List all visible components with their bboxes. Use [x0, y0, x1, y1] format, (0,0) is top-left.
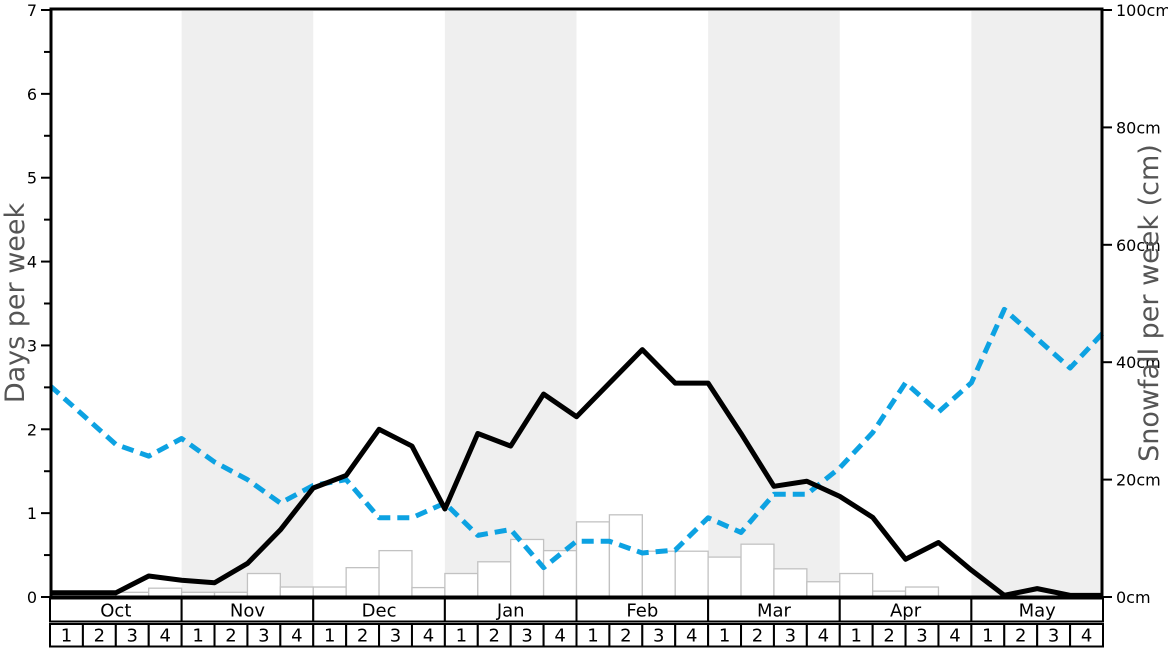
snowfall-bar	[773, 568, 808, 598]
week-label: 1	[61, 626, 72, 647]
shaded-band-may	[971, 11, 1103, 597]
week-label: 4	[423, 626, 434, 647]
week-label: 4	[291, 626, 302, 647]
snowfall-bar	[477, 561, 512, 598]
right-tick-label: 40cm	[1116, 353, 1161, 372]
month-label: May	[1019, 601, 1057, 622]
right-tick-label: 100cm	[1116, 1, 1168, 20]
left-tick-label: 1	[27, 504, 37, 523]
month-label: Nov	[230, 601, 265, 622]
week-label: 2	[94, 626, 105, 647]
snowfall-bar	[542, 549, 578, 598]
week-label: 3	[1048, 626, 1059, 647]
snowfall-bar	[641, 550, 676, 598]
snowfall-bar	[806, 581, 841, 598]
month-label: Dec	[362, 601, 397, 622]
snowfall-bar	[444, 572, 479, 598]
line-series-group	[48, 306, 1105, 598]
week-label: 1	[587, 626, 598, 647]
days-of-snow-line	[50, 347, 1103, 598]
left-axis-title: Days per week	[0, 202, 31, 403]
month-cell	[970, 597, 1104, 623]
week-label: 3	[916, 626, 927, 647]
snowfall-bar	[246, 572, 281, 598]
shaded-band-jan	[444, 11, 577, 597]
week-label: 3	[785, 626, 796, 647]
week-label: 4	[1081, 626, 1092, 647]
right-tick-label: 60cm	[1116, 236, 1161, 255]
snowfall-bar	[575, 521, 611, 598]
month-label: Oct	[100, 601, 131, 622]
right-tick-label: 20cm	[1116, 471, 1161, 490]
left-tick-label: 6	[27, 85, 37, 104]
week-label: 1	[324, 626, 335, 647]
week-label: 1	[192, 626, 203, 647]
week-label: 1	[850, 626, 861, 647]
week-label: 3	[653, 626, 664, 647]
left-tick-label: 0	[27, 588, 37, 607]
month-label: Jan	[496, 601, 525, 622]
month-label: Apr	[890, 601, 922, 622]
week-label: 2	[752, 626, 763, 647]
snowfall-bar	[839, 572, 874, 598]
snowfall-bar	[674, 550, 709, 598]
week-label: 3	[258, 626, 269, 647]
week-label: 2	[883, 626, 894, 647]
snowfall-bar	[707, 556, 742, 598]
week-cell	[1069, 623, 1104, 648]
month-label: Feb	[626, 601, 658, 622]
week-label: 3	[390, 626, 401, 647]
week-label: 2	[620, 626, 631, 647]
week-label: 1	[982, 626, 993, 647]
snowfall-bar	[608, 514, 643, 598]
left-tick-label: 2	[27, 420, 37, 439]
axis-ticks: 0 1 2 3 4 5 6 7 0cm 20cm 40cm 60cm 80cm 100cm	[27, 1, 1168, 607]
week-label: 1	[719, 626, 730, 647]
snowfall-dashed-line	[48, 306, 1105, 571]
right-tick-label: 80cm	[1116, 118, 1161, 137]
snowfall-bar	[345, 567, 380, 598]
week-label: 2	[1015, 626, 1026, 647]
left-tick-label: 5	[27, 169, 37, 188]
left-tick-label: 3	[27, 336, 37, 355]
week-label: 4	[686, 626, 697, 647]
week-label: 4	[949, 626, 960, 647]
month-shading-bands	[181, 11, 1103, 597]
week-label: 1	[456, 626, 467, 647]
week-label: 2	[489, 626, 500, 647]
snowfall-bar	[378, 549, 413, 598]
week-label: 2	[357, 626, 368, 647]
week-label: 4	[159, 626, 170, 647]
month-label: Mar	[757, 601, 792, 622]
snowfall-bar	[740, 543, 775, 598]
week-label: 3	[127, 626, 138, 647]
week-label: 4	[818, 626, 829, 647]
right-axis-title: Snowfall per week (cm)	[1134, 144, 1165, 462]
week-label: 2	[225, 626, 236, 647]
right-tick-label: 0cm	[1116, 588, 1151, 607]
left-tick-label: 4	[27, 253, 37, 272]
shaded-band-mar	[708, 11, 840, 597]
week-label: 4	[554, 626, 565, 647]
left-tick-label: 7	[27, 1, 37, 20]
week-label: 3	[521, 626, 532, 647]
